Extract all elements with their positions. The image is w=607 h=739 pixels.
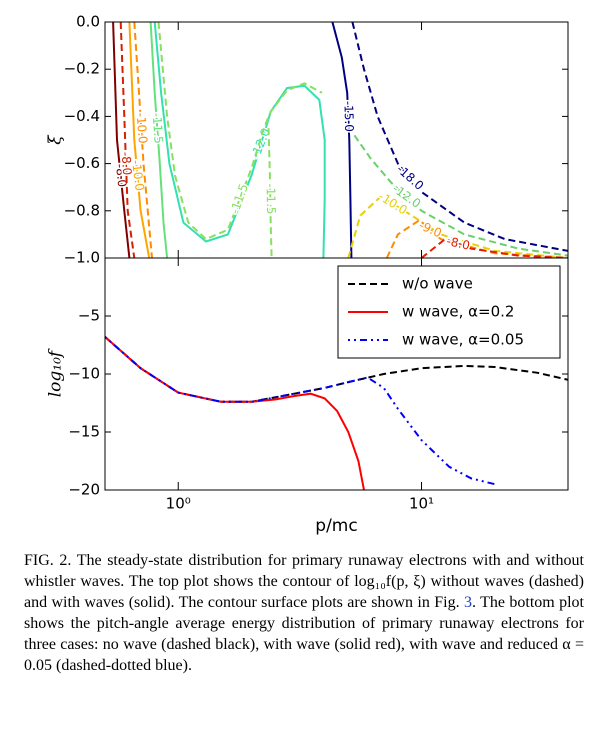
contour-line [153, 22, 326, 258]
legend-label: w/o wave [402, 275, 473, 293]
x-tick-label: 10¹ [409, 495, 434, 513]
figure: -8.0-8.0-10.0-10.0 -11.5 -12.0-11.5 -11.5-1… [46, 13, 569, 536]
contour-label: -8.0 [119, 151, 135, 175]
y-tick-label: −0.6 [64, 154, 100, 172]
contour-label: -10.0 [134, 112, 150, 144]
figure-ref[interactable]: 3 [463, 594, 472, 611]
series-line [105, 336, 496, 486]
contour-line [347, 195, 568, 258]
y-tick-label: −0.2 [64, 60, 100, 78]
contour-line [331, 22, 353, 258]
contour-line [385, 218, 568, 258]
y-tick-label: −10 [68, 365, 100, 383]
contour-line [149, 22, 169, 258]
contour-label: -11.5 [150, 112, 166, 144]
y-tick-label: 0.0 [76, 13, 100, 31]
y-axis-label: ξ [46, 134, 66, 145]
contour-line [157, 22, 323, 241]
y-tick-label: −1.0 [64, 249, 100, 267]
series-line [105, 336, 365, 490]
contour-line [112, 22, 131, 258]
contour-label: -11.5 [227, 182, 251, 216]
caption: FIG. 2. The steady-state distribution fo… [24, 550, 584, 676]
contour-line [267, 128, 273, 258]
contour-label: -11.5 [263, 183, 278, 214]
axes: −1.0 −0.8 −0.6 −0.4 −0.2 0.0 ξ −20 −15 −10 −5 10⁰ 10… [46, 13, 569, 536]
top-plot-area: -8.0-8.0-10.0-10.0 -11.5 -12.0-11.5 -11.5-1… [111, 22, 568, 258]
contour-line [351, 22, 568, 252]
contour-line [420, 237, 568, 258]
contour-line [133, 22, 153, 258]
y-tick-label: −0.4 [64, 107, 100, 125]
y-tick-label: −5 [78, 307, 100, 325]
y-tick-label: −0.8 [64, 201, 100, 219]
contour-label: -10.0 [129, 159, 147, 192]
legend-label: w wave, α=0.2 [402, 303, 514, 321]
contour-line [119, 22, 136, 258]
y-axis-label: log₁₀f [46, 348, 66, 397]
x-axis-label: p/mc [315, 516, 357, 536]
y-tick-label: −20 [68, 481, 100, 499]
caption-text: . The bottom plot shows the pitch-angle … [24, 594, 585, 674]
x-tick-label: 10⁰ [166, 495, 191, 513]
bottom-plot-area [105, 336, 568, 490]
caption-text: FIG. 2. The steady-state distribution fo… [24, 552, 584, 611]
contour-label: -8.0 [445, 234, 471, 253]
y-tick-label: −15 [68, 423, 100, 441]
contour-label: -15.0 [341, 101, 356, 132]
contour-line [128, 22, 151, 258]
axes-frame [104, 21, 569, 259]
legend-label: w wave, α=0.05 [402, 331, 524, 349]
contour-line [353, 134, 568, 257]
